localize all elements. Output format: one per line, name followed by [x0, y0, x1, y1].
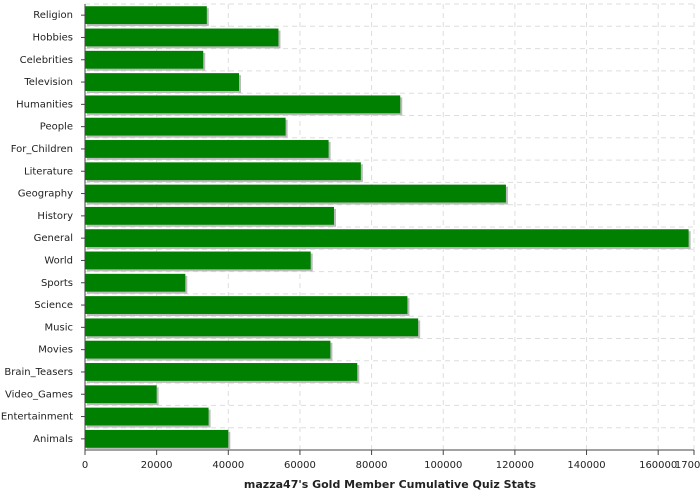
x-tick-label: 120000 [496, 460, 534, 471]
x-tick-label: 170000 [675, 460, 700, 471]
x-tick-label: 0 [82, 460, 88, 471]
y-tick-label: Religion [33, 10, 73, 21]
y-tick-label: Video_Games [5, 389, 73, 400]
bar [85, 340, 331, 359]
y-tick-label: Television [23, 77, 73, 88]
bar [85, 296, 408, 314]
y-tick-label: Animals [33, 434, 73, 445]
y-tick-label: Science [34, 300, 73, 311]
bar [85, 162, 361, 181]
bar [85, 117, 286, 136]
y-tick-label: For_Children [11, 144, 73, 155]
x-tick-label: 80000 [356, 460, 388, 471]
bar [85, 251, 311, 270]
y-tick-label: Music [45, 322, 73, 333]
x-tick-label: 40000 [212, 460, 244, 471]
bar [85, 73, 240, 91]
y-tick-label: Geography [18, 189, 73, 200]
chart-title: mazza47's Gold Member Cumulative Quiz St… [244, 478, 537, 491]
y-tick-label: Brain_Teasers [4, 367, 73, 378]
y-tick-label: Celebrities [20, 55, 73, 66]
y-tick-label: Movies [38, 345, 73, 356]
x-tick-label: 140000 [567, 460, 605, 471]
bar [85, 6, 207, 25]
y-tick-label: Humanities [16, 99, 73, 110]
bar [85, 229, 689, 248]
y-tick-label: World [44, 255, 73, 266]
bar [85, 206, 334, 225]
x-tick-label: 100000 [424, 460, 462, 471]
bar [85, 273, 186, 292]
bar [85, 385, 157, 404]
bar [85, 50, 204, 69]
bar [85, 28, 279, 47]
bar [85, 363, 358, 381]
x-tick-label: 20000 [141, 460, 173, 471]
x-tick-label: 160000 [639, 460, 677, 471]
y-tick-label: History [37, 211, 73, 222]
bar [85, 140, 329, 158]
y-tick-label: Sports [41, 278, 73, 289]
y-tick-label: Literature [24, 166, 73, 177]
bar [85, 95, 401, 114]
y-tick-label: Hobbies [33, 32, 73, 43]
bar [85, 407, 209, 426]
x-tick-label: 60000 [284, 460, 316, 471]
bar [85, 429, 229, 448]
bar [85, 318, 419, 337]
y-tick-label: Entertainment [1, 412, 73, 423]
bar [85, 184, 506, 203]
y-tick-label: General [34, 233, 73, 244]
y-tick-label: People [40, 122, 73, 133]
